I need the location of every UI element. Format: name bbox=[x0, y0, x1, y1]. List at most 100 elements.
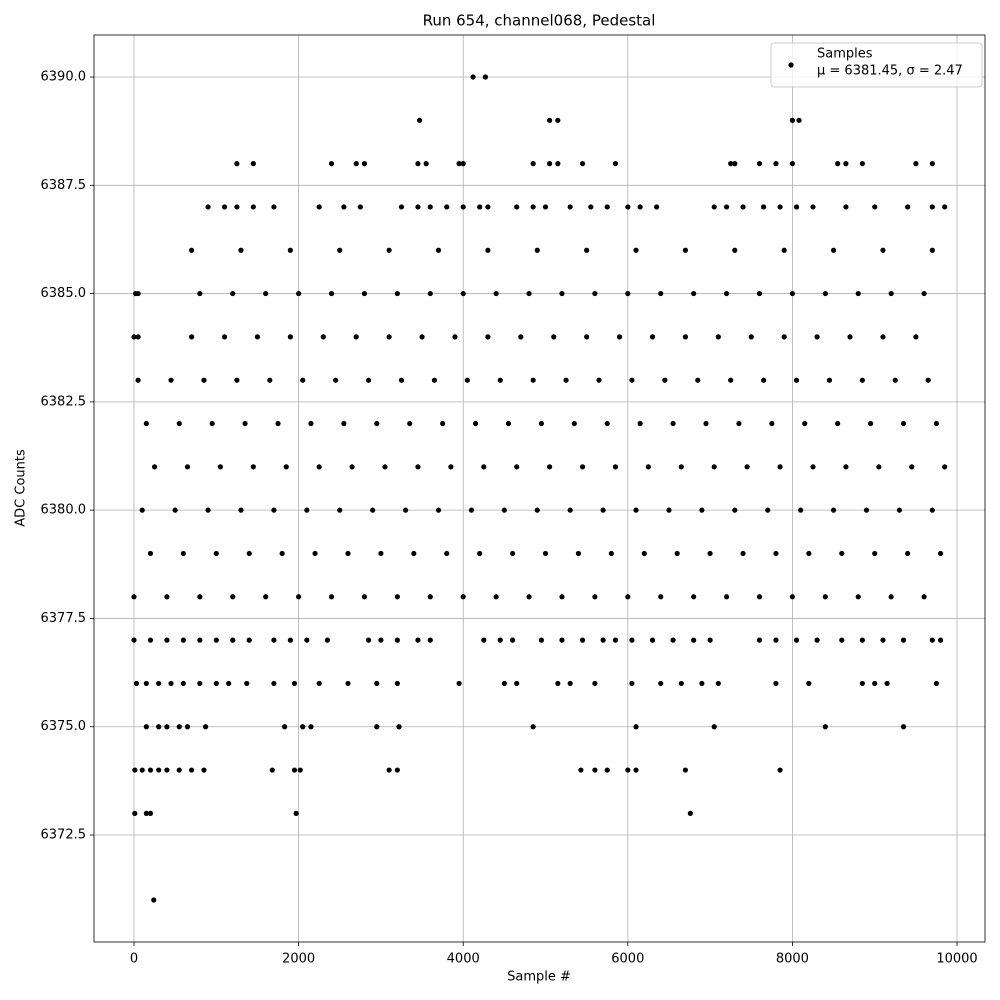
point bbox=[847, 334, 853, 340]
point bbox=[226, 680, 232, 687]
point bbox=[933, 680, 940, 687]
point bbox=[633, 247, 639, 253]
point bbox=[728, 377, 734, 383]
point bbox=[830, 507, 837, 513]
point bbox=[905, 550, 911, 557]
point bbox=[131, 594, 137, 600]
point bbox=[649, 637, 656, 643]
point bbox=[530, 377, 536, 383]
point bbox=[933, 420, 940, 427]
point bbox=[633, 507, 639, 513]
point bbox=[530, 204, 536, 210]
point bbox=[300, 377, 306, 383]
point bbox=[394, 680, 400, 687]
point bbox=[230, 594, 236, 600]
y-tick-label: 6390.0 bbox=[41, 70, 87, 85]
point bbox=[793, 204, 800, 210]
point bbox=[592, 594, 598, 600]
point bbox=[567, 204, 573, 210]
point bbox=[213, 680, 219, 687]
point bbox=[197, 290, 203, 297]
point bbox=[250, 204, 256, 210]
point bbox=[481, 464, 487, 470]
point bbox=[612, 637, 619, 643]
point bbox=[246, 550, 252, 557]
point bbox=[300, 724, 306, 730]
point bbox=[567, 680, 573, 687]
point bbox=[929, 204, 935, 210]
point bbox=[427, 594, 433, 600]
point bbox=[880, 247, 886, 253]
point bbox=[135, 377, 141, 383]
point bbox=[604, 767, 610, 773]
point bbox=[209, 420, 215, 427]
point bbox=[328, 290, 335, 297]
point bbox=[732, 507, 738, 513]
point bbox=[394, 767, 400, 773]
point bbox=[184, 724, 191, 730]
point bbox=[777, 464, 783, 470]
point bbox=[168, 377, 174, 383]
point bbox=[308, 420, 314, 427]
point bbox=[415, 204, 421, 210]
point bbox=[394, 290, 400, 297]
point bbox=[571, 420, 577, 427]
point bbox=[872, 204, 878, 210]
point bbox=[415, 161, 421, 167]
point bbox=[230, 290, 236, 297]
point bbox=[176, 767, 182, 773]
point bbox=[600, 637, 606, 643]
point bbox=[143, 810, 149, 816]
point bbox=[859, 377, 865, 383]
point bbox=[929, 507, 935, 513]
legend-note: μ = 6381.45, σ = 2.47 bbox=[817, 64, 963, 79]
point bbox=[530, 724, 536, 730]
point bbox=[592, 290, 598, 297]
point bbox=[460, 161, 466, 167]
point bbox=[810, 464, 816, 470]
point bbox=[131, 334, 137, 340]
point bbox=[143, 724, 149, 730]
point bbox=[283, 464, 289, 470]
point bbox=[378, 637, 384, 643]
point bbox=[942, 204, 948, 210]
point bbox=[407, 420, 413, 427]
point bbox=[682, 247, 689, 253]
point bbox=[691, 594, 697, 600]
point bbox=[444, 204, 450, 210]
point bbox=[156, 724, 162, 730]
point bbox=[139, 767, 145, 773]
point bbox=[839, 550, 845, 557]
point bbox=[518, 334, 524, 340]
point bbox=[547, 464, 553, 470]
point bbox=[584, 334, 590, 340]
point bbox=[246, 637, 252, 643]
point bbox=[781, 334, 787, 340]
point bbox=[625, 594, 631, 600]
point bbox=[201, 377, 207, 383]
point bbox=[180, 680, 186, 687]
point bbox=[394, 594, 400, 600]
point bbox=[678, 680, 684, 687]
point bbox=[250, 161, 256, 167]
point bbox=[699, 507, 705, 513]
point bbox=[365, 637, 372, 643]
legend-marker bbox=[788, 62, 794, 68]
legend: Samples μ = 6381.45, σ = 2.47 bbox=[770, 42, 983, 88]
point bbox=[263, 290, 269, 297]
point bbox=[337, 507, 343, 513]
point bbox=[456, 680, 462, 687]
point bbox=[789, 594, 796, 600]
point bbox=[213, 637, 219, 643]
point bbox=[707, 550, 713, 557]
point bbox=[534, 247, 540, 253]
point bbox=[271, 507, 277, 513]
point bbox=[217, 464, 224, 470]
point bbox=[579, 637, 586, 643]
point bbox=[773, 680, 779, 687]
point bbox=[723, 290, 730, 297]
point bbox=[682, 334, 689, 340]
point bbox=[843, 464, 849, 470]
point bbox=[143, 680, 149, 687]
